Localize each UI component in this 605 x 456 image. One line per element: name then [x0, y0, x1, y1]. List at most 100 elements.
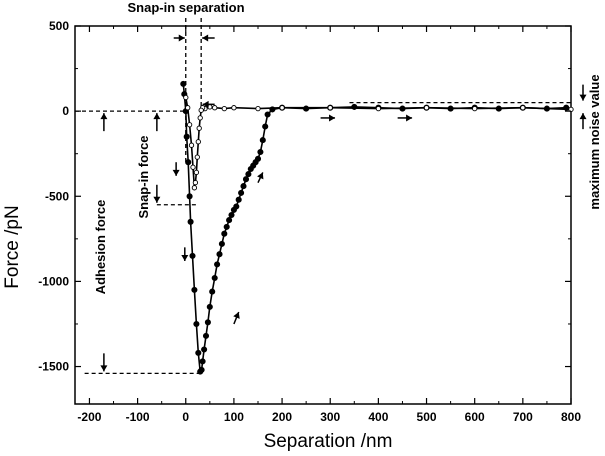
data-point-filled: [195, 349, 202, 356]
data-point-filled: [245, 171, 252, 178]
adhesion-force-label: Adhesion force: [93, 200, 108, 295]
y-axis-title: Force /pN: [2, 205, 23, 288]
x-tick-label: 0: [182, 410, 189, 424]
plot-frame: [74, 25, 572, 405]
data-point-filled: [235, 196, 242, 203]
data-point-filled: [206, 303, 213, 310]
noise-arrow-top-head: [579, 94, 587, 101]
data-point-filled: [257, 148, 264, 156]
snap-in-force-arrow-bottom-head: [153, 196, 161, 203]
x-tick-label: 400: [368, 410, 388, 424]
data-point-open: [255, 105, 261, 112]
data-point-filled: [209, 288, 216, 295]
data-point-filled: [198, 366, 205, 373]
data-point-open: [197, 115, 203, 121]
series-line-filled: [182, 83, 567, 374]
y-tick-label: -1500: [38, 360, 69, 374]
data-point-open: [472, 105, 478, 112]
data-point-filled: [201, 346, 208, 353]
y-tick-label: -1000: [38, 274, 69, 288]
retract-direction-arrow-head: [406, 114, 413, 122]
x-tick-label: 200: [272, 410, 292, 424]
y-tick-label: -500: [45, 189, 69, 203]
snap-in-sep-arrow-right-head: [202, 34, 209, 42]
data-point-open: [191, 185, 198, 191]
data-point-filled: [214, 261, 221, 268]
x-tick-label: 300: [320, 410, 340, 424]
adhesion-arrow-bottom-head: [100, 365, 108, 372]
x-axis-title: Separation /nm: [264, 431, 393, 452]
approach-down-arrow-head: [172, 169, 180, 176]
x-tick-label: -200: [77, 410, 101, 424]
axis-ticks: -200 -100 0 100 200 300 400 500 600 700 800-1500-1…: [38, 19, 581, 424]
data-point-open: [190, 164, 196, 170]
approach-direction-arrow-head: [202, 100, 209, 108]
data-point-filled: [191, 286, 198, 293]
data-point-open: [192, 179, 199, 186]
data-point-filled: [185, 159, 192, 166]
data-point-filled: [238, 189, 245, 196]
data-point-filled: [254, 155, 262, 162]
data-point-filled: [216, 251, 223, 258]
data-point-open: [193, 169, 200, 176]
data-series: [180, 80, 574, 375]
data-point-open: [188, 142, 195, 148]
data-point-open: [196, 125, 202, 131]
data-point-filled: [262, 123, 269, 130]
data-point-filled: [259, 137, 266, 144]
data-point-open: [194, 154, 200, 160]
data-point-open: [195, 139, 201, 145]
data-point-open: [231, 105, 237, 111]
data-point-open: [183, 94, 189, 101]
x-tick-label: 500: [417, 410, 437, 424]
data-point-filled: [199, 358, 206, 365]
data-point-filled: [226, 217, 233, 224]
data-point-filled: [233, 203, 240, 210]
retract-up-arrow-2-head: [233, 312, 240, 319]
data-point-open: [198, 107, 204, 113]
data-point-filled: [221, 230, 228, 237]
y-tick-label: 0: [62, 104, 69, 118]
data-point-filled: [187, 218, 194, 225]
data-point-open: [221, 105, 227, 112]
retract-direction-arrow-2-head: [329, 114, 336, 122]
data-point-open: [423, 105, 430, 111]
maximum-noise-value-label: maximum noise value: [587, 74, 602, 209]
x-tick-label: 800: [561, 410, 581, 424]
data-point-open: [185, 105, 191, 111]
data-point-open: [186, 122, 193, 128]
data-point-filled: [264, 111, 271, 118]
x-tick-label: 100: [224, 410, 244, 424]
x-tick-label: 600: [465, 410, 485, 424]
retract-up-arrow-head: [257, 172, 264, 180]
snap-in-sep-arrow-left-head: [178, 34, 185, 42]
data-point-filled: [183, 133, 190, 140]
data-point-filled: [223, 223, 230, 230]
data-point-filled: [240, 183, 247, 190]
data-point-filled: [211, 274, 218, 282]
noise-arrow-bottom-head: [579, 113, 587, 120]
data-point-filled: [242, 176, 250, 183]
data-point-open: [520, 105, 526, 111]
data-point-filled: [202, 332, 210, 339]
data-point-filled: [189, 252, 196, 259]
adhesion-arrow-top-head: [100, 113, 108, 120]
data-point-open: [327, 105, 333, 111]
data-point-open: [279, 105, 285, 111]
y-tick-label: 500: [49, 19, 69, 33]
data-point-open: [375, 105, 382, 112]
snap-in-force-arrow-top-head: [153, 113, 161, 120]
data-point-filled: [218, 240, 225, 247]
data-point-filled: [180, 80, 187, 87]
data-point-filled: [303, 105, 310, 112]
annotation-arrows: [100, 34, 587, 372]
data-point-open: [212, 105, 218, 111]
data-point-filled: [228, 211, 235, 219]
x-tick-label: 700: [513, 410, 533, 424]
data-point-filled: [193, 320, 200, 328]
approach-down-arrow-2-head: [181, 254, 189, 261]
data-point-filled: [186, 193, 193, 200]
snap-in-force-label: Snap-in force: [136, 135, 151, 218]
x-tick-label: -100: [126, 410, 150, 424]
